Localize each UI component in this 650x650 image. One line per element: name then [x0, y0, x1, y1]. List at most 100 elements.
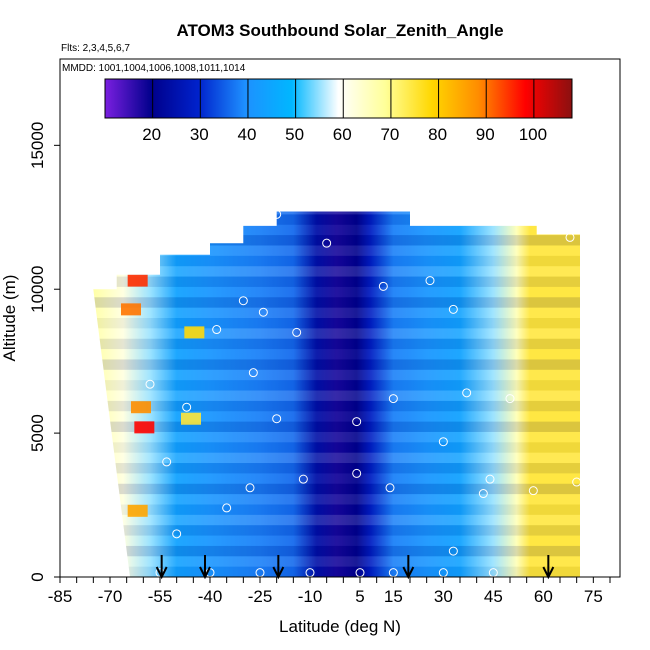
sample-point: [322, 238, 332, 248]
x-tick-label: -85: [48, 587, 73, 606]
y-tick-label: 10000: [28, 266, 47, 313]
x-axis: -85 -70 -55 -40 -25 -10 5 15 30 45 60 75: [48, 577, 611, 606]
x-tick-label: 30: [434, 587, 453, 606]
x-tick-label: -70: [98, 587, 123, 606]
field-band: [93, 211, 581, 215]
sample-point: [182, 402, 192, 412]
sample-point: [425, 276, 435, 286]
field-band: [93, 535, 581, 546]
field-band: [93, 390, 581, 401]
colorbar-gradient: [104, 78, 573, 119]
x-tick-label: 45: [484, 587, 503, 606]
x-tick-label: 15: [384, 587, 403, 606]
colorbar-tick-label: 40: [237, 125, 256, 144]
x-tick-label: -10: [298, 587, 323, 606]
colorbar-tick-label: 30: [190, 125, 209, 144]
sample-point: [528, 486, 538, 496]
field-band: [93, 525, 581, 536]
colorbar-tick-label: 80: [428, 125, 447, 144]
x-tick-label: 60: [534, 587, 553, 606]
hot-spot: [127, 274, 148, 287]
sample-point: [172, 529, 182, 539]
field-band: [93, 400, 581, 412]
y-tick-label: 5000: [28, 414, 47, 452]
field-band: [93, 307, 581, 318]
sample-point: [485, 474, 495, 484]
field-base: [93, 211, 581, 577]
sample-point: [388, 394, 398, 404]
field-band: [93, 359, 581, 370]
sample-point: [505, 394, 515, 404]
plot-frame: [59, 58, 621, 578]
colorbar-tick-label: 50: [285, 125, 304, 144]
field-band: [93, 483, 581, 495]
hot-spot: [127, 504, 148, 517]
field-band: [93, 473, 581, 484]
sample-point: [565, 232, 575, 242]
colorbar: 20 30 40 50 60 70 80 90 100: [104, 78, 573, 144]
x-tick-label: -25: [248, 587, 273, 606]
y-tick-label: 0: [28, 572, 47, 581]
sample-point: [412, 212, 422, 222]
field-band: [93, 235, 581, 246]
chart-title: ATOM3 Southbound Solar_Zenith_Angle: [176, 21, 503, 40]
sample-point: [385, 483, 395, 493]
sample-point: [448, 304, 458, 314]
field-band: [93, 556, 581, 567]
sample-point: [222, 503, 232, 513]
y-tick-label: 15000: [28, 122, 47, 169]
field-band: [93, 431, 581, 443]
y-axis: 0 5000 10000 15000: [28, 122, 60, 582]
sample-point: [258, 307, 268, 317]
field-band: [93, 421, 581, 432]
sample-point: [572, 477, 582, 487]
field-band: [93, 328, 581, 339]
field-band: [93, 349, 581, 360]
field-band: [93, 411, 581, 422]
sample-point: [298, 474, 308, 484]
field-band: [93, 286, 581, 298]
sample-point: [272, 209, 282, 219]
colorbar-tick-label: 90: [476, 125, 495, 144]
y-axis-label: Altitude (m): [0, 275, 19, 362]
field-band: [93, 504, 581, 515]
field-band: [93, 514, 581, 526]
colorbar-tick-label: 60: [333, 125, 352, 144]
field-band: [93, 297, 581, 308]
field-band: [93, 545, 581, 557]
field-band: [93, 369, 581, 381]
sample-point: [212, 325, 222, 335]
chart-subtitle-dates: MMDD: 1001,1004,1006,1008,1011,1014: [62, 63, 246, 74]
field-band: [93, 224, 581, 236]
sample-point: [352, 417, 362, 427]
field-band: [93, 266, 581, 277]
sample-point: [245, 483, 255, 493]
field-body: [60, 194, 620, 577]
hot-spot: [181, 412, 201, 425]
hot-spot: [121, 303, 141, 316]
field-band: [93, 442, 581, 453]
x-tick-label: 75: [584, 587, 603, 606]
sample-point: [352, 468, 362, 478]
chart-subtitle-flights: Flts: 2,3,4,5,6,7: [61, 43, 130, 54]
sample-point: [248, 368, 258, 378]
colorbar-tick-label: 70: [380, 125, 399, 144]
field-band: [93, 463, 581, 474]
field-band: [60, 194, 620, 204]
field-band: [93, 255, 581, 267]
sample-point: [145, 379, 155, 389]
field-band: [93, 276, 581, 287]
field-band: [93, 380, 581, 391]
sample-point: [292, 327, 302, 337]
sample-point: [438, 437, 448, 447]
field-band: [93, 494, 581, 505]
sample-point: [162, 457, 172, 467]
field-band: [93, 214, 581, 225]
sample-point: [238, 296, 248, 306]
hot-spot: [131, 401, 151, 414]
sample-point: [448, 546, 458, 556]
x-tick-label: -40: [198, 587, 223, 606]
field-band: [93, 245, 581, 256]
